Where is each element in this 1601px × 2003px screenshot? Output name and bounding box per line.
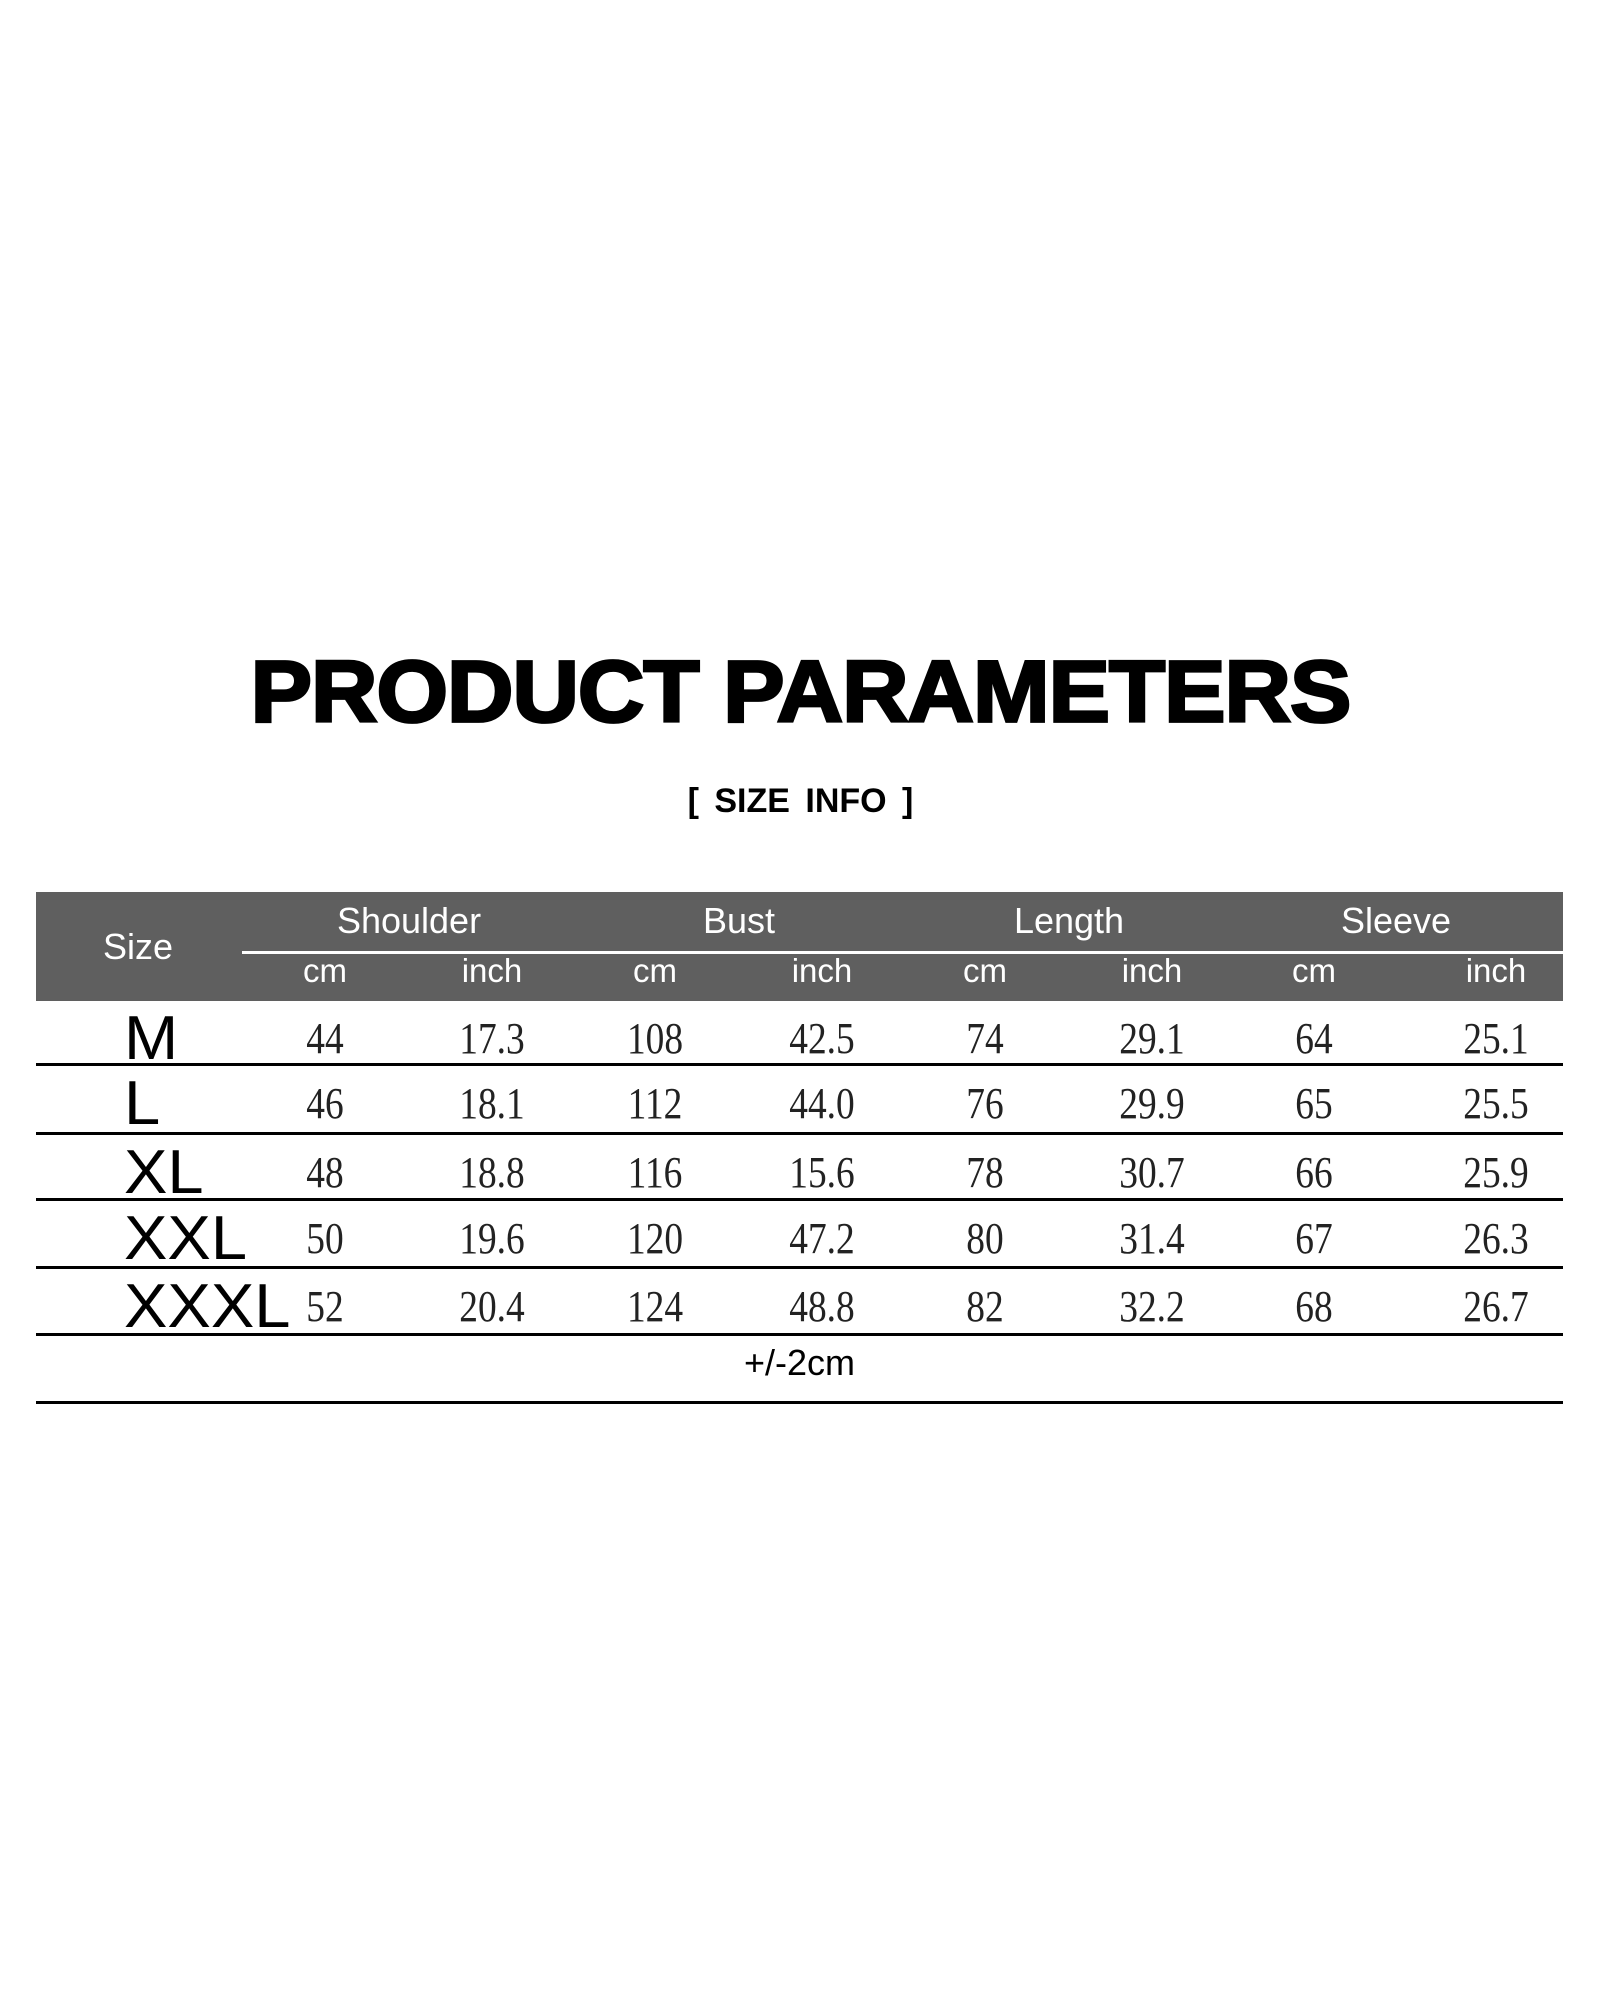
row-divider — [36, 1333, 1563, 1336]
row-divider — [36, 1063, 1563, 1066]
table-cell: 108 — [626, 1014, 684, 1063]
unit-header: inch — [1121, 952, 1183, 989]
table-cell: 116 — [627, 1148, 683, 1197]
table-cell: 68 — [1295, 1282, 1333, 1331]
size-label: XXL — [124, 1204, 248, 1273]
unit-header: cm — [633, 952, 677, 989]
table-cell: 64 — [1295, 1014, 1333, 1063]
group-header: Sleeve — [1340, 900, 1452, 941]
table-cell: 17.3 — [459, 1014, 525, 1063]
group-header: Length — [1013, 900, 1125, 941]
table-cell: 80 — [966, 1214, 1004, 1263]
table-cell: 26.7 — [1463, 1282, 1529, 1331]
table-cell: 31.4 — [1119, 1214, 1185, 1263]
table-cell: 44 — [306, 1014, 344, 1063]
table-cell: 50 — [306, 1214, 344, 1263]
tolerance-note: +/-2cm — [743, 1342, 856, 1383]
group-header: Shoulder — [336, 900, 482, 941]
size-label: L — [124, 1069, 161, 1138]
table-cell: 112 — [627, 1079, 683, 1128]
table-cell: 48 — [306, 1148, 344, 1197]
table-cell: 120 — [626, 1214, 684, 1263]
size-header: Size — [102, 926, 174, 967]
table-cell: 67 — [1295, 1214, 1333, 1263]
table-cell: 42.5 — [789, 1014, 855, 1063]
table-cell: 25.9 — [1463, 1148, 1529, 1197]
table-cell: 66 — [1295, 1148, 1333, 1197]
table-cell: 46 — [306, 1079, 344, 1128]
table-cell: 44.0 — [789, 1079, 855, 1128]
row-divider — [36, 1266, 1563, 1269]
size-label: XL — [124, 1138, 204, 1207]
size-label: M — [124, 1004, 179, 1073]
table-cell: 26.3 — [1463, 1214, 1529, 1263]
unit-header: inch — [791, 952, 853, 989]
table-cell: 19.6 — [459, 1214, 525, 1263]
table-cell: 20.4 — [459, 1282, 525, 1331]
unit-header: inch — [1465, 952, 1527, 989]
size-table: Size Shoulder Bust Length Sleeve cm inch cm in… — [36, 892, 1563, 1404]
unit-header: cm — [1292, 952, 1336, 989]
table-cell: 32.2 — [1119, 1282, 1185, 1331]
group-header: Bust — [702, 900, 776, 941]
unit-header: cm — [963, 952, 1007, 989]
table-cell: 74 — [966, 1014, 1004, 1063]
unit-header: cm — [303, 952, 347, 989]
table-cell: 18.8 — [459, 1148, 525, 1197]
header-divider — [242, 951, 1563, 954]
table-cell: 65 — [1295, 1079, 1333, 1128]
table-cell: 124 — [626, 1282, 684, 1331]
page-title: PRODUCT PARAMETERS — [249, 642, 1353, 742]
table-cell: 18.1 — [459, 1079, 525, 1128]
table-cell: 47.2 — [789, 1214, 855, 1263]
table-cell: 25.5 — [1463, 1079, 1529, 1128]
table-cell: 30.7 — [1119, 1148, 1185, 1197]
table-cell: 25.1 — [1463, 1014, 1529, 1063]
table-cell: 15.6 — [789, 1148, 855, 1197]
table-cell: 82 — [966, 1282, 1004, 1331]
table-cell: 29.9 — [1119, 1079, 1185, 1128]
table-cell: 29.1 — [1119, 1014, 1185, 1063]
table-cell: 48.8 — [789, 1282, 855, 1331]
table-header: Size Shoulder Bust Length Sleeve cm inch cm in… — [36, 892, 1563, 1001]
row-divider — [36, 1198, 1563, 1201]
row-divider — [36, 1401, 1563, 1404]
table-cell: 78 — [966, 1148, 1004, 1197]
table-cell: 76 — [966, 1079, 1004, 1128]
size-label: XXXL — [124, 1272, 291, 1341]
table-cell: 52 — [306, 1282, 344, 1331]
row-divider — [36, 1132, 1563, 1135]
unit-header: inch — [461, 952, 523, 989]
subtitle: [ SIZE INFO ] — [687, 782, 914, 820]
